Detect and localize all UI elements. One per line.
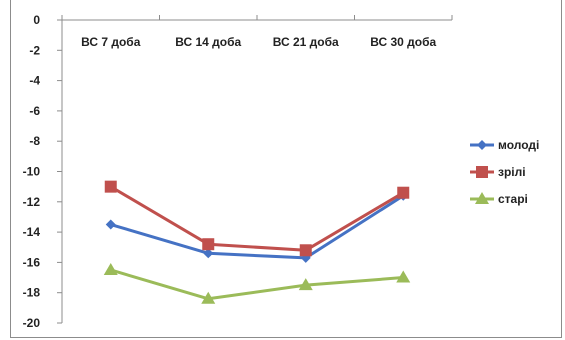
x-category-label: ВС 14 доба: [175, 35, 241, 49]
data-point: [298, 278, 313, 291]
legend-label: молоді: [498, 138, 539, 152]
y-tick-label: -10: [23, 165, 41, 179]
x-category-label: ВС 21 доба: [273, 35, 339, 49]
y-tick-label: 0: [33, 13, 40, 27]
series-line: [110, 194, 405, 260]
x-axis: ВС 7 доба ВС 14 доба ВС 21 доба ВС 30 доба: [61, 15, 453, 49]
data-point: [201, 291, 216, 304]
y-tick-label: -20: [23, 316, 41, 330]
data-point: [300, 252, 311, 263]
legend: молоді зрілі старі: [470, 138, 539, 206]
legend-marker: [475, 192, 489, 204]
series-2: [104, 180, 410, 257]
legend-marker: [477, 140, 487, 150]
y-tick-label: -8: [29, 134, 40, 148]
y-tick-label: -4: [29, 74, 40, 88]
y-axis: 0 -2 -4 -6 -8 -10 -12 -14 -16 -18 -20: [23, 13, 63, 330]
data-point: [299, 244, 312, 257]
y-tick-label: -14: [23, 225, 41, 239]
data-point: [105, 219, 116, 230]
legend-marker: [476, 166, 488, 178]
legend-item: молоді: [470, 138, 539, 152]
legend-label: старі: [498, 192, 528, 206]
series-line: [109, 185, 405, 252]
x-category-label: ВС 30 доба: [370, 35, 436, 49]
legend-item: старі: [470, 192, 528, 206]
y-tick-label: -6: [29, 104, 40, 118]
y-tick-label: -18: [23, 286, 41, 300]
series-1: [105, 190, 409, 263]
legend-label: зрілі: [498, 165, 526, 179]
x-category-label: ВС 7 доба: [81, 35, 141, 49]
y-tick-label: -2: [29, 43, 40, 57]
y-tick-label: -16: [23, 255, 41, 269]
data-point: [396, 270, 411, 283]
chart-area: [10, 0, 562, 338]
legend-item: зрілі: [470, 165, 526, 179]
data-point: [104, 180, 117, 193]
series-line: [110, 268, 404, 301]
data-point: [397, 186, 410, 199]
series-3: [103, 262, 411, 304]
y-tick-label: -12: [23, 195, 41, 209]
data-point: [202, 238, 215, 251]
series-group: [103, 180, 411, 304]
data-point: [103, 262, 118, 275]
data-point: [203, 248, 214, 259]
